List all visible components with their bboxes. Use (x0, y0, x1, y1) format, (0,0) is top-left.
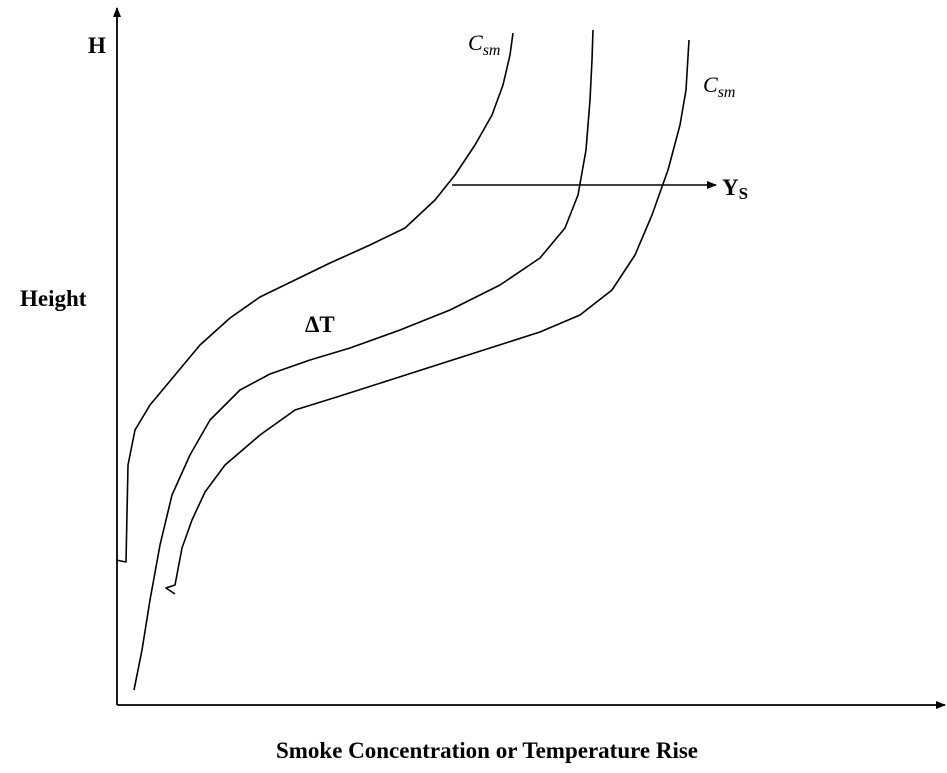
curve-label-main: C (703, 72, 718, 97)
axis-label-top: H (88, 33, 106, 58)
curve-right (165, 39, 690, 595)
arrow-label-sub: S (739, 184, 748, 203)
arrow-label: YS (722, 175, 748, 203)
curve-left (115, 32, 514, 563)
axis-label-bottom: Smoke Concentration or Temperature Rise (276, 738, 698, 763)
arrow-label-main: Y (722, 175, 739, 200)
curve-label: Csm (703, 72, 735, 101)
curve-label-sub: sm (483, 42, 501, 59)
curve-label-sub: sm (718, 84, 736, 101)
curve-label: Csm (468, 30, 500, 59)
curve-label-main: C (468, 30, 483, 55)
middle-label: ΔT (305, 312, 335, 337)
axis-label-side: Height (20, 286, 87, 311)
curve-middle (133, 29, 594, 691)
